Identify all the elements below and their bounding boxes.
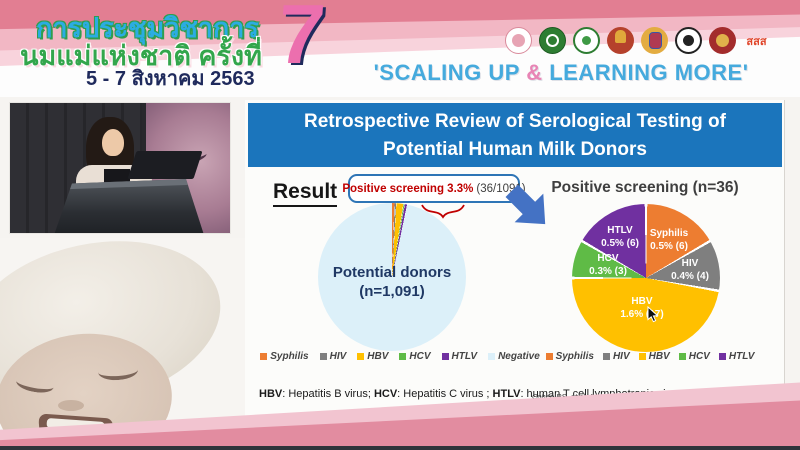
htlv-swatch-icon	[441, 353, 449, 360]
presenter-video	[10, 103, 230, 233]
mouse-cursor-icon	[647, 306, 659, 323]
health-ministry-logo-icon	[539, 27, 566, 54]
slogan-prefix: 'SCALING UP	[373, 60, 527, 85]
red-crest-logo-icon	[709, 27, 736, 54]
positive-pie-title: Positive screening (n=36)	[551, 179, 739, 196]
negative-swatch-icon	[488, 353, 496, 360]
legend-item-htlv: HTLV	[441, 351, 477, 362]
legend-item-hbv: HBV	[357, 351, 388, 362]
hbv-swatch-icon	[638, 353, 646, 360]
slice-label-hcv: HCV 0.3% (3)	[589, 253, 627, 277]
legend-item-hcv: HCV	[678, 351, 710, 362]
bottom-edge-bar	[0, 446, 800, 450]
conference-slogan: 'SCALING UP & LEARNING MORE'	[330, 60, 792, 86]
edition-number: 7	[274, 0, 329, 81]
mother-and-child-logo-icon	[505, 27, 532, 54]
university-seal-logo-icon	[675, 27, 702, 54]
slice-label-hbv: HBV 1.6% (17)	[620, 296, 664, 320]
legend-item-hcv: HCV	[399, 351, 431, 362]
positive-pie-chart: Syphilis 0.5% (6) HIV 0.4% (4) HBV 1.6% (17…	[572, 204, 720, 352]
positive-screening-callout: Positive screening 3.3% (36/1091)	[342, 174, 526, 203]
red-brace-icon	[421, 204, 465, 219]
royal-college-logo-icon	[641, 27, 668, 54]
conference-banner: การประชุมวิชาการ นมแม่แห่งชาติ ครั้งที่ …	[0, 0, 800, 97]
reference-citation: Cohen RS, et al. Arch Dis Child Fetal Ne…	[531, 392, 770, 401]
slice-label-syphilis: Syphilis 0.5% (6)	[649, 228, 689, 252]
donors-pie-chart	[318, 203, 466, 351]
donors-label-line2: (n=1,091)	[359, 283, 425, 300]
hcv-swatch-icon	[678, 353, 686, 360]
syphilis-swatch-icon	[260, 353, 268, 360]
hiv-swatch-icon	[319, 353, 327, 360]
legend-item-syphilis: Syphilis	[545, 351, 594, 362]
slice-label-htlv: HTLV 0.5% (6)	[601, 225, 639, 249]
donors-legend: Syphilis HIV HBV HCV HTLV Negative	[260, 351, 540, 362]
podium-laptop	[127, 151, 203, 179]
slogan-suffix: LEARNING MORE'	[542, 60, 749, 85]
donors-pie-label: Potential donors (n=1,091)	[318, 203, 466, 351]
legend-item-htlv: HTLV	[718, 351, 754, 362]
result-heading: Result	[273, 180, 338, 207]
baby-nose	[58, 400, 84, 411]
slogan-ampersand: &	[526, 60, 543, 85]
baby-mouth	[36, 413, 114, 450]
callout-highlight: Positive screening 3.3%	[342, 182, 474, 195]
hiv-swatch-icon	[602, 353, 610, 360]
legend-item-negative: Negative	[488, 351, 540, 362]
organizer-logo-row: สสส	[505, 27, 770, 54]
slice-label-hiv: HIV 0.4% (4)	[671, 258, 709, 282]
presentation-slide: Retrospective Review of Serological Test…	[245, 100, 785, 430]
thaihealth-sss-logo-icon: สสส	[746, 35, 767, 48]
htlv-swatch-icon	[718, 353, 726, 360]
legend-item-hiv: HIV	[602, 351, 630, 362]
baby-photo-background	[0, 238, 245, 450]
positive-legend: Syphilis HIV HBV HCV HTLV	[545, 351, 754, 362]
arrow-icon	[505, 184, 546, 225]
podium	[54, 179, 204, 233]
baby-teeth	[46, 418, 105, 433]
legend-item-hiv: HIV	[319, 351, 346, 362]
slide-title: Retrospective Review of Serological Test…	[248, 103, 782, 167]
legend-item-hbv: HBV	[638, 351, 670, 362]
donors-label-line1: Potential donors	[332, 263, 452, 281]
presenter-face	[102, 129, 124, 156]
legend-item-syphilis: Syphilis	[260, 351, 309, 362]
temple-emblem-logo-icon	[607, 27, 634, 54]
conference-title-line1: การประชุมวิชาการ	[36, 13, 259, 43]
medical-council-logo-icon	[573, 27, 600, 54]
hcv-swatch-icon	[399, 353, 407, 360]
conference-title-line2: นมแม่แห่งชาติ ครั้งที่	[20, 41, 262, 71]
syphilis-swatch-icon	[545, 353, 553, 360]
conference-date: 5 - 7 สิงหาคม 2563	[86, 68, 255, 90]
hbv-swatch-icon	[357, 353, 365, 360]
